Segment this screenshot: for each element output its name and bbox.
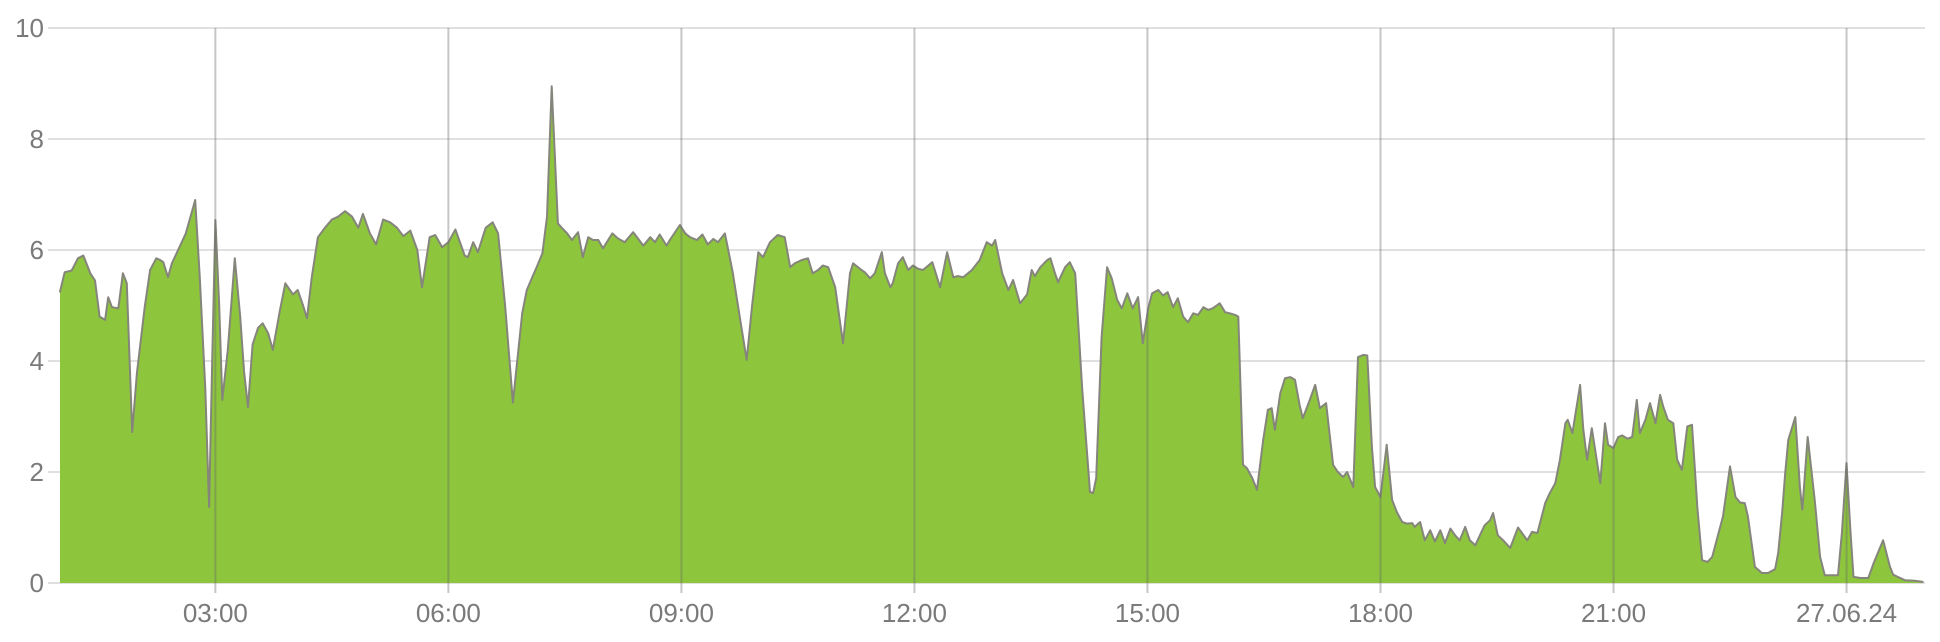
x-axis-label: 21:00: [1581, 598, 1646, 628]
x-axis-label: 09:00: [649, 598, 714, 628]
x-axis-label: 12:00: [882, 598, 947, 628]
area-series-fill: [60, 86, 1923, 584]
y-axis-label: 2: [30, 457, 44, 487]
vertical-gridlines: [214, 28, 1848, 593]
x-axis-label: 06:00: [416, 598, 481, 628]
y-axis-labels: 10 8 6 4 2 0: [15, 13, 44, 598]
x-axis-label: 03:00: [183, 598, 248, 628]
x-axis-label: 27.06.24: [1796, 598, 1897, 628]
x-axis-label: 15:00: [1115, 598, 1180, 628]
y-axis-label: 8: [30, 124, 44, 154]
y-axis-label: 0: [30, 568, 44, 598]
area-series-line: [59, 85, 1924, 583]
y-axis-label: 6: [30, 235, 44, 265]
y-axis-label: 4: [30, 346, 44, 376]
y-axis-label: 10: [15, 13, 44, 43]
x-axis-labels: 03:00 06:00 09:00 12:00 15:00 18:00 21:00 27.06…: [183, 598, 1897, 628]
x-axis-label: 18:00: [1348, 598, 1413, 628]
